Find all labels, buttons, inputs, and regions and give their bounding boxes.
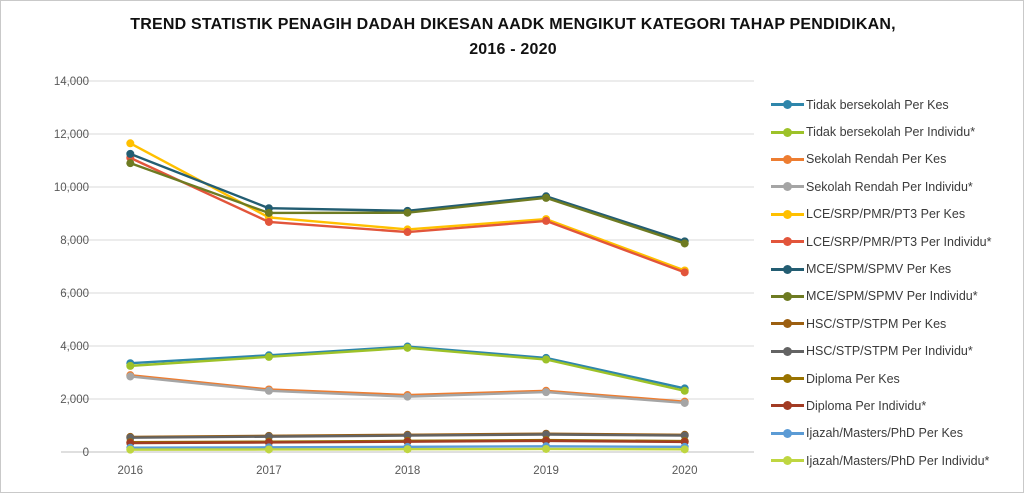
legend-line-marker-icon	[771, 401, 804, 411]
legend-item: LCE/SRP/PMR/PT3 Per Individu*	[771, 228, 1017, 255]
chart-title: TREND STATISTIK PENAGIH DADAH DIKESAN AA…	[1, 12, 1023, 62]
legend-label: HSC/STP/STPM Per Individu*	[806, 344, 973, 359]
y-axis-tick-label: 6,000	[60, 288, 89, 300]
legend-line-marker-icon	[771, 346, 804, 356]
y-axis-tick-label: 14,000	[54, 76, 89, 88]
data-point-marker	[126, 372, 135, 381]
data-point-marker	[680, 398, 689, 407]
data-point-marker	[680, 239, 689, 248]
data-point-marker	[680, 431, 689, 440]
y-axis-tick-label: 8,000	[60, 235, 89, 247]
legend-label: HSC/STP/STPM Per Kes	[806, 316, 947, 331]
legend-line-marker-icon	[771, 374, 804, 384]
legend-item: Ijazah/Masters/PhD Per Kes	[771, 420, 1017, 447]
legend-label: Diploma Per Kes	[806, 371, 900, 386]
legend-item: MCE/SPM/SPMV Per Individu*	[771, 283, 1017, 310]
data-point-marker	[264, 208, 273, 217]
x-axis-tick-label: 2019	[533, 465, 559, 477]
data-point-marker	[542, 193, 551, 202]
data-point-marker	[126, 445, 135, 454]
legend-label: Sekolah Rendah Per Individu*	[806, 179, 973, 194]
data-point-marker	[126, 139, 135, 148]
legend-item: Diploma Per Kes	[771, 365, 1017, 392]
data-point-marker	[126, 361, 135, 370]
x-axis-tick-label: 2017	[256, 465, 282, 477]
chart-title-line2: 2016 - 2020	[469, 41, 557, 58]
series-line	[129, 345, 686, 390]
legend-line-marker-icon	[771, 291, 804, 301]
data-point-marker	[264, 386, 273, 395]
legend-line-marker-icon	[771, 100, 804, 110]
chart-legend: Tidak bersekolah Per Kes Tidak bersekolah…	[771, 91, 1017, 474]
data-point-marker	[680, 386, 689, 395]
data-point-marker	[126, 159, 135, 168]
data-point-marker	[126, 149, 135, 158]
y-axis-tick-label: 10,000	[54, 182, 89, 194]
data-point-marker	[542, 430, 551, 439]
legend-line-marker-icon	[771, 456, 804, 466]
x-axis-tick-label: 2018	[395, 465, 421, 477]
y-axis-tick-label: 0	[83, 447, 89, 459]
legend-item: LCE/SRP/PMR/PT3 Per Kes	[771, 201, 1017, 228]
data-point-marker	[542, 388, 551, 397]
legend-line-marker-icon	[771, 182, 804, 192]
legend-item: HSC/STP/STPM Per Individu*	[771, 338, 1017, 365]
legend-label: LCE/SRP/PMR/PT3 Per Kes	[806, 207, 966, 222]
legend-label: MCE/SPM/SPMV Per Individu*	[806, 289, 978, 304]
y-axis-tick-label: 12,000	[54, 129, 89, 141]
legend-label: Sekolah Rendah Per Kes	[806, 152, 947, 167]
legend-line-marker-icon	[771, 428, 804, 438]
legend-item: Ijazah/Masters/PhD Per Individu*	[771, 447, 1017, 474]
legend-label: Ijazah/Masters/PhD Per Kes	[806, 426, 964, 441]
legend-line-marker-icon	[771, 154, 804, 164]
data-point-marker	[680, 268, 689, 277]
data-point-marker	[264, 217, 273, 226]
legend-label: Tidak bersekolah Per Kes	[806, 97, 949, 112]
legend-line-marker-icon	[771, 237, 804, 247]
legend-line-marker-icon	[771, 264, 804, 274]
data-point-marker	[403, 445, 412, 454]
data-point-marker	[403, 208, 412, 217]
legend-label: MCE/SPM/SPMV Per Kes	[806, 262, 952, 277]
legend-label: Tidak bersekolah Per Individu*	[806, 125, 976, 140]
legend-item: MCE/SPM/SPMV Per Kes	[771, 255, 1017, 282]
legend-line-marker-icon	[771, 319, 804, 329]
data-point-marker	[264, 352, 273, 361]
y-axis-tick-label: 4,000	[60, 341, 89, 353]
data-point-marker	[403, 392, 412, 401]
legend-item: Sekolah Rendah Per Kes	[771, 146, 1017, 173]
x-axis-tick-label: 2020	[672, 465, 698, 477]
legend-line-marker-icon	[771, 209, 804, 219]
legend-item: Tidak bersekolah Per Individu*	[771, 118, 1017, 145]
data-point-marker	[542, 355, 551, 364]
legend-item: Diploma Per Individu*	[771, 392, 1017, 419]
data-point-marker	[680, 445, 689, 454]
data-point-marker	[403, 228, 412, 237]
legend-label: Diploma Per Individu*	[806, 398, 927, 413]
data-point-marker	[264, 445, 273, 454]
y-axis-tick-label: 2,000	[60, 394, 89, 406]
legend-item: Sekolah Rendah Per Individu*	[771, 173, 1017, 200]
chart-title-line1: TREND STATISTIK PENAGIH DADAH DIKESAN AA…	[130, 16, 896, 33]
data-point-marker	[542, 444, 551, 453]
legend-item: HSC/STP/STPM Per Kes	[771, 310, 1017, 337]
legend-item: Tidak bersekolah Per Kes	[771, 91, 1017, 118]
legend-line-marker-icon	[771, 127, 804, 137]
legend-label: LCE/SRP/PMR/PT3 Per Individu*	[806, 234, 992, 249]
data-point-marker	[542, 216, 551, 225]
x-axis-tick-label: 2016	[118, 465, 144, 477]
data-point-marker	[403, 343, 412, 352]
legend-label: Ijazah/Masters/PhD Per Individu*	[806, 453, 990, 468]
